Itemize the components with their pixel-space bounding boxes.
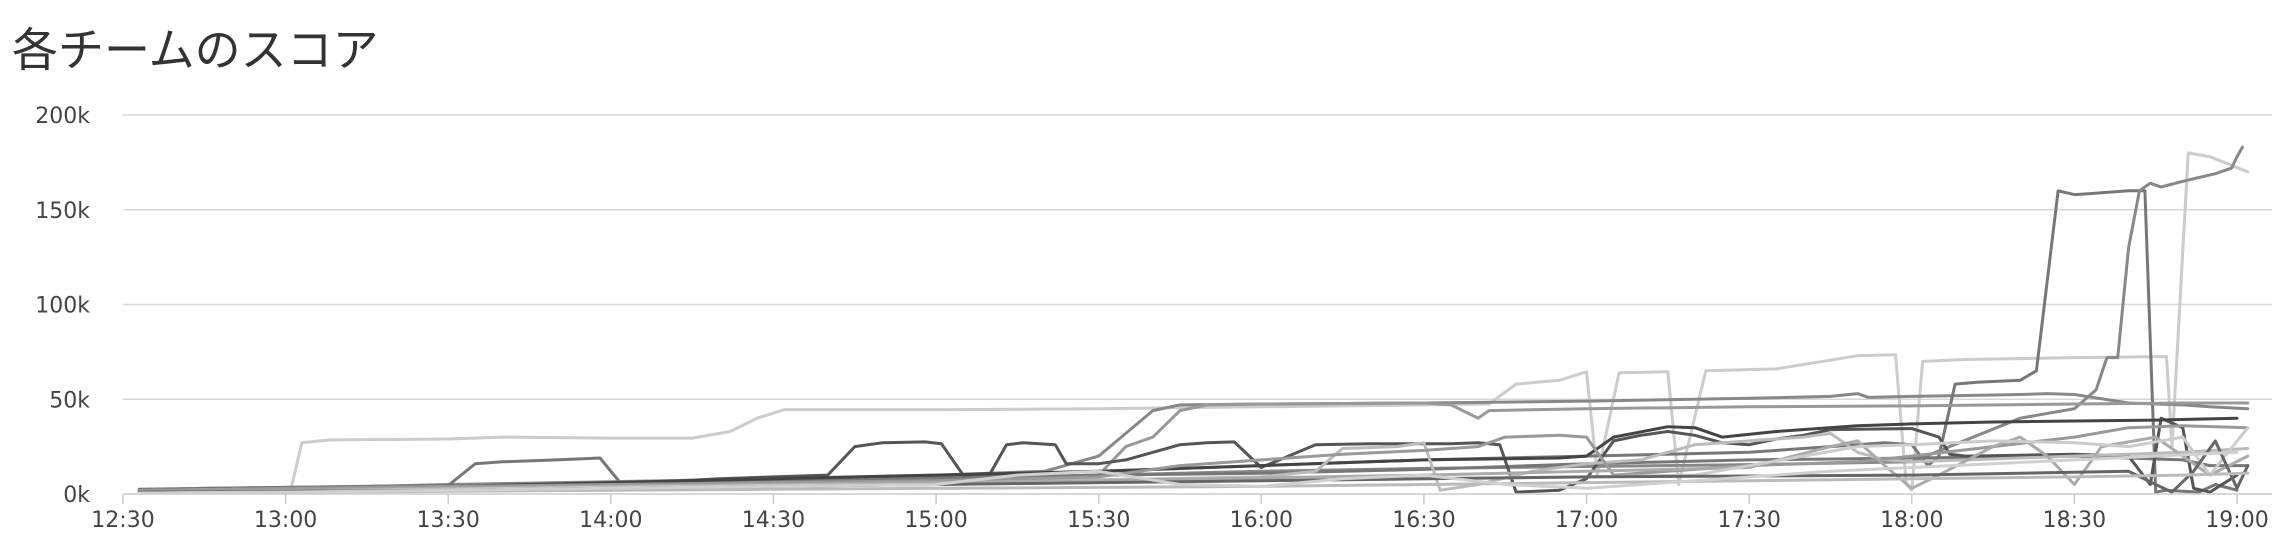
x-tick-label: 15:00 [904,508,967,533]
x-tick-label: 13:00 [254,508,317,533]
x-tick-label: 18:30 [2043,508,2106,533]
x-tick-label: 13:30 [417,508,480,533]
series-line-8 [137,416,2239,492]
y-tick-label: 200k [35,104,90,129]
series-line-7 [137,416,2239,494]
series-lines [137,145,2250,495]
x-tick-label: 12:30 [91,508,154,533]
x-tick-label: 17:00 [1555,508,1618,533]
y-tick-label: 100k [35,294,90,319]
y-tick-label: 150k [35,199,90,224]
x-tick-label: 15:30 [1067,508,1130,533]
chart-title: 各チームのスコア [12,23,379,77]
series-line-10 [137,424,2250,492]
x-tick-label: 18:00 [1880,508,1943,533]
axes [122,493,2272,504]
x-tick-label: 14:30 [742,508,805,533]
x-tick-label: 19:00 [2205,508,2268,533]
x-tick-label: 16:30 [1392,508,1455,533]
grid-lines [123,114,2272,400]
y-tick-label: 50k [49,388,90,413]
x-tick-label: 16:00 [1230,508,1293,533]
series-line-1 [137,151,2250,492]
x-tick-label: 17:30 [1717,508,1780,533]
y-tick-label: 0k [63,483,90,508]
series-line-15 [137,450,2239,495]
x-tick-label: 14:00 [579,508,642,533]
tick-labels: 0k 50k 100k 150k 200k 12:30 13:00 13:30 14:00 14:… [35,104,2268,533]
series-line-3 [137,189,2239,494]
